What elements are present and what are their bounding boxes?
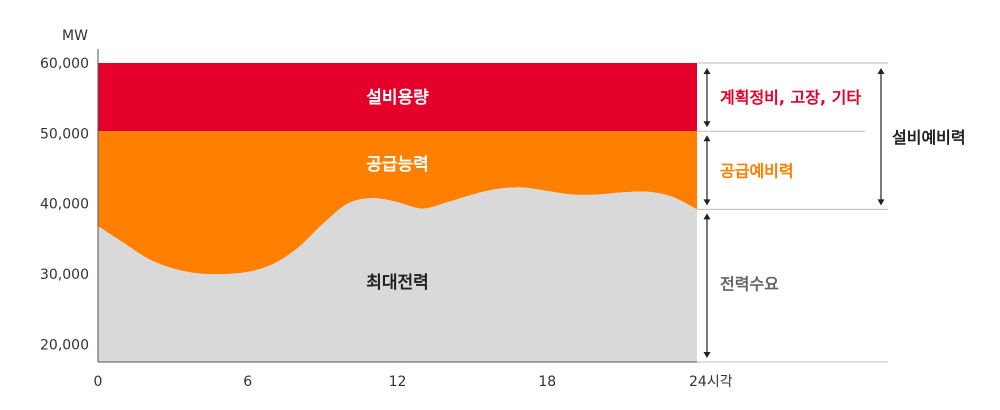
supply-label: 공급능력 <box>366 155 429 175</box>
capacity-reserve-arrow <box>877 68 885 206</box>
supply-reserve-arrow-head-down <box>703 199 711 206</box>
x-tick-label: 24시각 <box>689 374 733 390</box>
capacity-reserve-arrow-head-down <box>877 199 885 206</box>
maintenance-arrow-head-up <box>703 68 711 74</box>
demand-arrow-head-down <box>703 352 711 358</box>
y-tick-labels: 20,000 30,000 40,000 50,000 60,000 <box>40 56 89 353</box>
x-tick-label: 18 <box>538 374 556 390</box>
maintenance-arrow-head-down <box>703 121 711 128</box>
demand-label: 최대전력 <box>366 273 429 293</box>
maintenance-arrow <box>703 68 711 128</box>
y-tick-label: 30,000 <box>40 267 89 283</box>
area-bands <box>98 63 697 362</box>
x-tick-label: 0 <box>94 374 103 390</box>
demand-area <box>98 187 697 362</box>
supply-reserve-label: 공급예비력 <box>720 161 794 180</box>
capacity-label: 설비용량 <box>366 88 429 108</box>
demand-arrow <box>703 213 711 358</box>
demand-side-label: 전력수요 <box>720 275 779 294</box>
maintenance-label: 계획정비, 고장, 기타 <box>720 88 861 107</box>
x-tick-label: 6 <box>243 374 252 390</box>
supply-reserve-arrow <box>703 135 711 206</box>
capacity-band <box>98 63 697 132</box>
x-tick-labels: 0 6 12 18 24시각 <box>94 374 733 390</box>
supply-band <box>98 131 697 275</box>
capacity-reserve-arrow-head-up <box>877 68 885 74</box>
y-tick-label: 20,000 <box>40 337 89 353</box>
y-tick-label: 60,000 <box>40 56 89 72</box>
y-tick-label: 40,000 <box>40 197 89 213</box>
y-tick-label: 50,000 <box>40 126 89 142</box>
axes <box>97 49 697 363</box>
supply-reserve-arrow-head-up <box>703 135 711 142</box>
y-axis-unit-label: MW <box>62 28 88 44</box>
demand-arrow-head-up <box>703 213 711 220</box>
capacity-reserve-label: 설비예비력 <box>892 128 966 147</box>
x-tick-label: 12 <box>389 374 407 390</box>
